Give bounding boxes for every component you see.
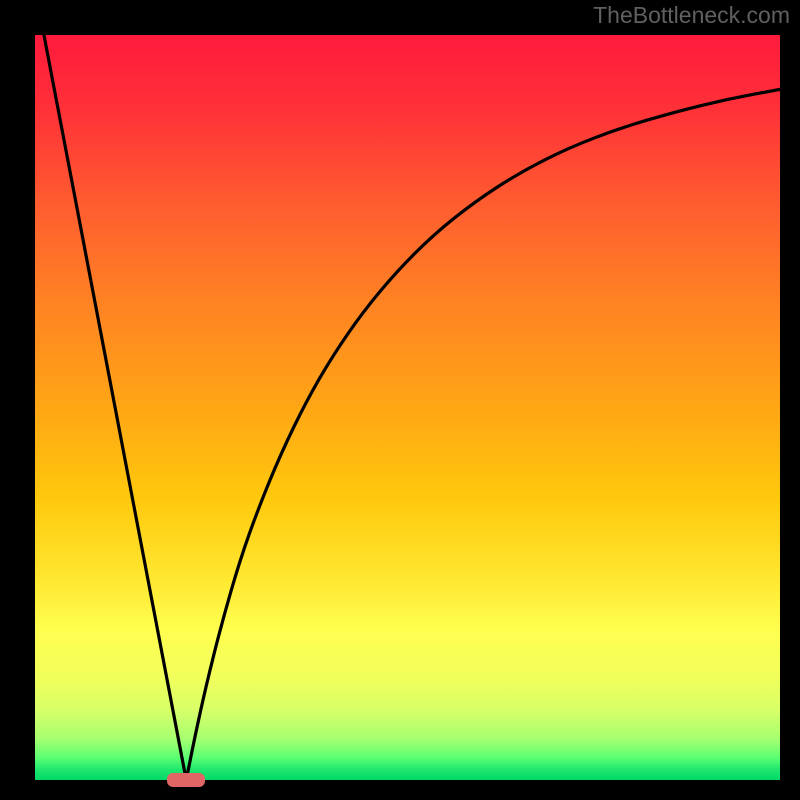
plot-area (35, 35, 780, 780)
bottleneck-curve (35, 35, 780, 780)
optimal-point-marker (167, 773, 205, 787)
chart-root: { "watermark": { "text": "TheBottleneck.… (0, 0, 800, 800)
watermark-text: TheBottleneck.com (593, 2, 790, 29)
